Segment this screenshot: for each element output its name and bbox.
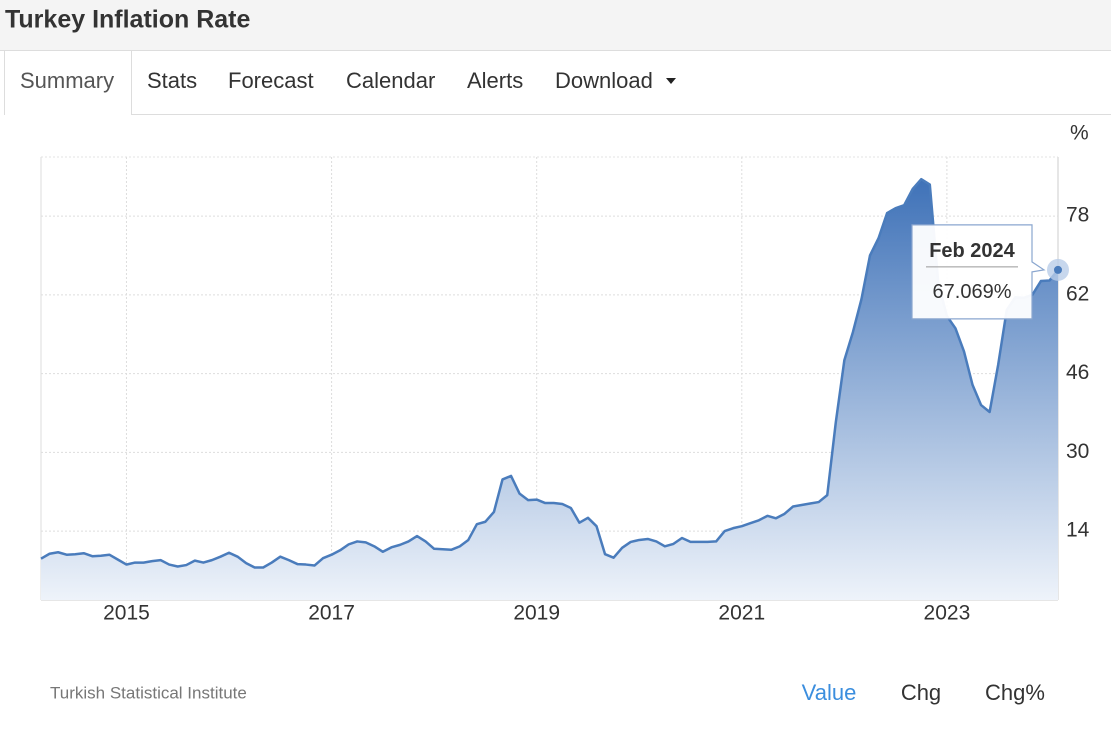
dropdown-caret bbox=[666, 78, 676, 84]
area bbox=[41, 179, 1058, 600]
y-tick-label: 30 bbox=[1066, 440, 1089, 463]
header-bar bbox=[0, 0, 1111, 50]
x-tick-label: 2015 bbox=[103, 602, 150, 625]
tab[interactable]: Forecast bbox=[228, 68, 314, 93]
x-tick-label: 2021 bbox=[718, 602, 765, 625]
mode-button[interactable]: Chg bbox=[901, 680, 941, 705]
source: Turkish Statistical Institute bbox=[50, 683, 247, 702]
x-tick-label: 2019 bbox=[513, 602, 560, 625]
y-tick-label: 78 bbox=[1066, 204, 1089, 227]
active-tab bbox=[4, 50, 132, 115]
tab[interactable]: Download bbox=[555, 68, 653, 93]
y-tick-label: 46 bbox=[1066, 361, 1089, 384]
line bbox=[40, 177, 1059, 569]
y-tick-label: 14 bbox=[1066, 519, 1090, 542]
tooltip-value: 67.069% bbox=[933, 281, 1012, 303]
y-axis-label: % bbox=[1070, 122, 1089, 145]
page-title: Turkey Inflation Rate bbox=[5, 6, 251, 34]
x-tick-label: 2017 bbox=[308, 602, 355, 625]
tab[interactable]: Calendar bbox=[346, 68, 435, 93]
hover-point-core bbox=[1054, 265, 1062, 274]
x-tick-label: 2023 bbox=[924, 602, 971, 625]
tooltip-box bbox=[911, 224, 1046, 320]
mode-button[interactable]: Value bbox=[802, 680, 857, 705]
tooltip-title: Feb 2024 bbox=[929, 240, 1015, 262]
y-tick-label: 62 bbox=[1066, 282, 1089, 305]
plot: 14 30 46 62 78 2015 2017 2019 2021 2023% Feb 2024 6… bbox=[40, 122, 1090, 625]
tab[interactable]: Alerts bbox=[467, 68, 523, 93]
tab[interactable]: Stats bbox=[147, 68, 197, 93]
tab[interactable]: Summary bbox=[20, 68, 114, 93]
mode-button[interactable]: Chg% bbox=[985, 680, 1045, 705]
